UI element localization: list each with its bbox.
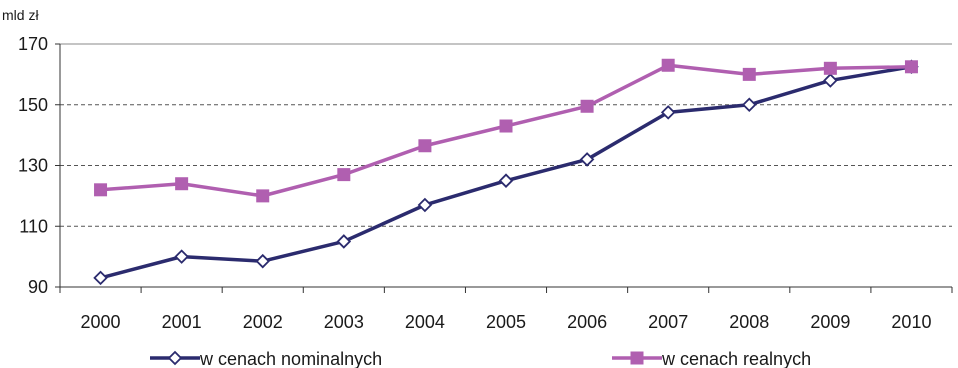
data-point-square	[904, 60, 918, 74]
data-point-diamond	[579, 152, 595, 167]
x-tick-label: 2000	[81, 312, 121, 332]
data-point-diamond	[93, 270, 108, 286]
data-point-square	[499, 119, 513, 133]
legend-marker-square	[630, 351, 644, 365]
x-tick-label: 2005	[486, 312, 526, 332]
data-point-square	[823, 61, 837, 75]
x-tick-label: 2008	[729, 312, 769, 332]
y-tick-label: 110	[19, 216, 48, 236]
y-axis-ticks: 90 110 130 150 170	[18, 34, 60, 297]
y-axis-unit-label: mld zł	[2, 7, 39, 23]
y-tick-label: 130	[18, 156, 48, 176]
x-tick-label: 2010	[891, 312, 931, 332]
data-point-square	[418, 139, 432, 153]
x-tick-label: 2004	[405, 312, 445, 332]
series-1	[93, 59, 919, 286]
x-tick-label: 2001	[162, 312, 202, 332]
data-point-diamond	[336, 234, 352, 249]
series-group	[93, 58, 919, 286]
data-point-diamond	[174, 249, 189, 264]
data-point-diamond	[417, 197, 433, 213]
legend: w cenach nominalnych w cenach realnych	[150, 349, 811, 368]
series-2	[94, 58, 918, 203]
gridlines	[60, 43, 952, 227]
x-tick-label: 2009	[810, 312, 850, 332]
data-point-square	[742, 67, 756, 81]
data-point-diamond	[255, 253, 271, 269]
x-tick-label: 2007	[648, 312, 688, 332]
data-point-diamond	[823, 73, 838, 88]
y-tick-label: 170	[18, 34, 48, 54]
legend-item-2: w cenach realnych	[612, 349, 811, 368]
x-tick-label: 2003	[324, 312, 364, 332]
legend-item-1: w cenach nominalnych	[150, 349, 382, 368]
series-line	[100, 65, 912, 280]
data-point-square	[661, 58, 675, 72]
y-tick-label: 150	[18, 95, 48, 115]
data-point-square	[94, 183, 108, 197]
y-tick-label: 90	[28, 277, 48, 297]
data-point-diamond	[741, 97, 757, 113]
legend-label: w cenach nominalnych	[199, 349, 382, 368]
data-point-square	[175, 177, 189, 191]
data-point-square	[580, 99, 594, 113]
data-point-square	[337, 168, 351, 182]
x-axis-ticks: 2000 2001 2002 2003 2004 2005 2006 2007 2008 2009…	[59, 287, 953, 332]
legend-label: w cenach realnych	[661, 349, 811, 368]
data-point-diamond	[660, 105, 676, 120]
data-point-square	[256, 189, 270, 203]
legend-marker-diamond	[167, 350, 183, 366]
x-tick-label: 2002	[243, 312, 283, 332]
x-tick-label: 2006	[567, 312, 607, 332]
data-point-diamond	[498, 173, 514, 188]
